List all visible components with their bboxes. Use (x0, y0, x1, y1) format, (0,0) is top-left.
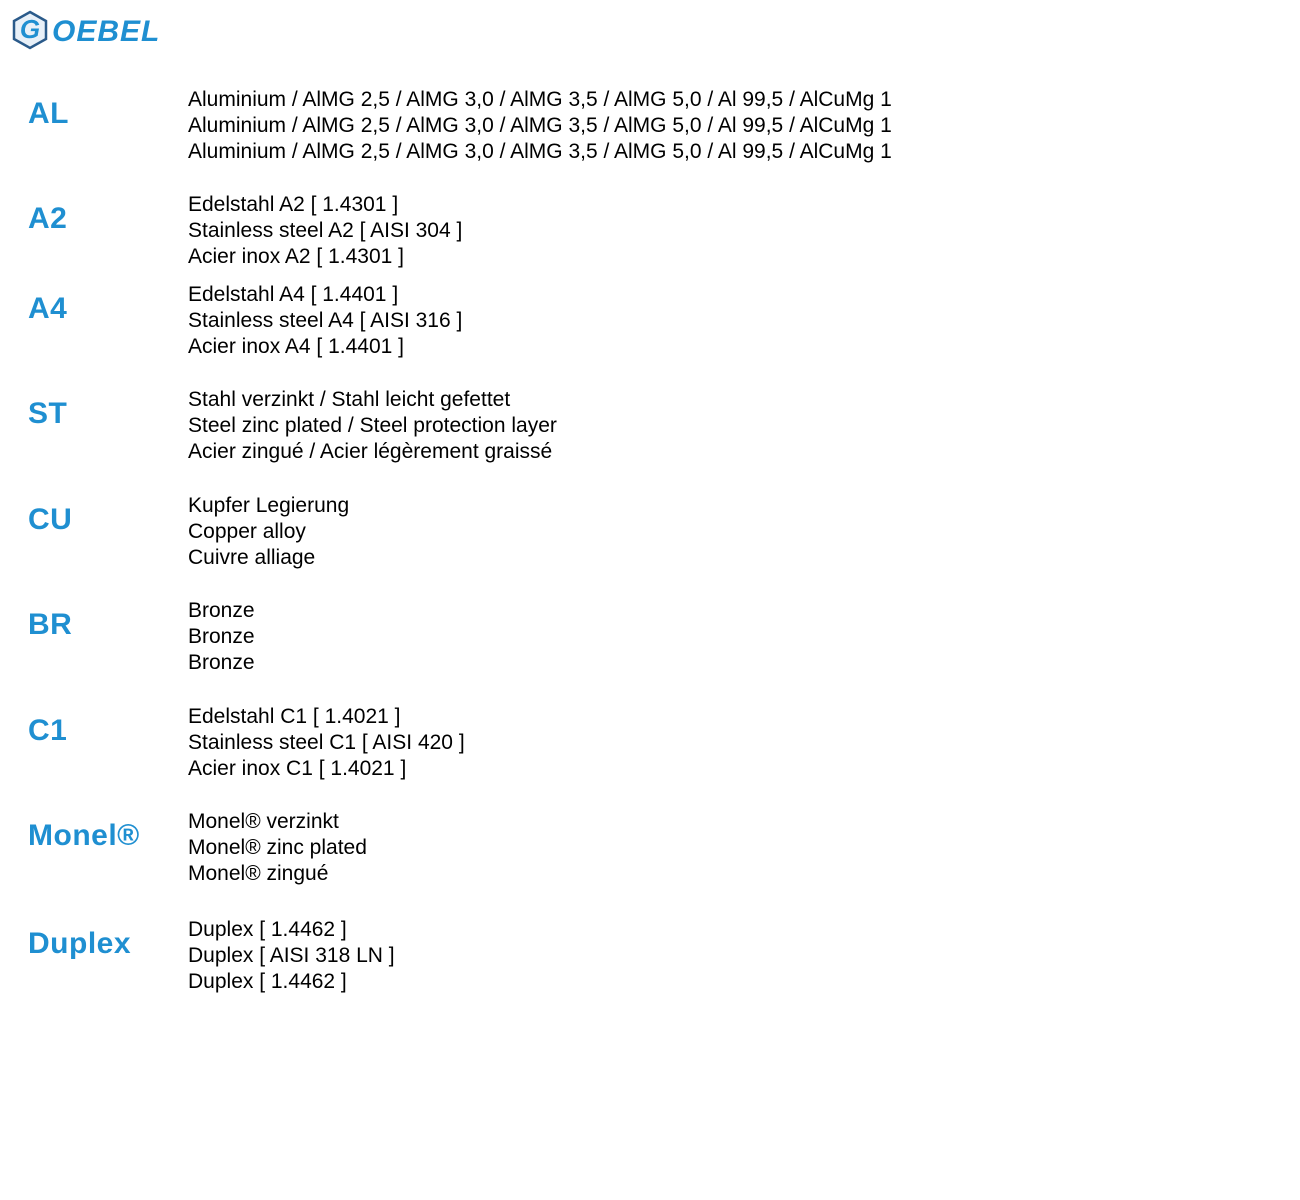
material-desc: Stahl verzinkt / Stahl leicht gefettet S… (188, 387, 1300, 464)
desc-line: Duplex [ 1.4462 ] (188, 917, 1300, 943)
desc-line: Edelstahl A4 [ 1.4401 ] (188, 282, 1300, 308)
material-row-cu: CU Kupfer Legierung Copper alloy Cuivre … (28, 493, 1300, 570)
materials-table: AL Aluminium / AlMG 2,5 / AlMG 3,0 / AlM… (0, 57, 1300, 994)
desc-line: Edelstahl C1 [ 1.4021 ] (188, 704, 1300, 730)
desc-line: Cuivre alliage (188, 545, 1300, 571)
desc-line: Aluminium / AlMG 2,5 / AlMG 3,0 / AlMG 3… (188, 87, 1300, 113)
svg-text:OEBEL: OEBEL (52, 15, 160, 48)
svg-text:G: G (20, 14, 40, 44)
material-desc: Duplex [ 1.4462 ] Duplex [ AISI 318 LN ]… (188, 917, 1300, 994)
desc-line: Steel zinc plated / Steel protection lay… (188, 413, 1300, 439)
desc-line: Copper alloy (188, 519, 1300, 545)
material-desc: Aluminium / AlMG 2,5 / AlMG 3,0 / AlMG 3… (188, 87, 1300, 164)
desc-line: Acier zingué / Acier légèrement graissé (188, 439, 1300, 465)
material-desc: Bronze Bronze Bronze (188, 598, 1300, 675)
material-code: C1 (28, 704, 188, 748)
material-desc: Edelstahl A2 [ 1.4301 ] Stainless steel … (188, 192, 1300, 269)
material-row-duplex: Duplex Duplex [ 1.4462 ] Duplex [ AISI 3… (28, 917, 1300, 994)
material-code: AL (28, 87, 188, 131)
desc-line: Edelstahl A2 [ 1.4301 ] (188, 192, 1300, 218)
desc-line: Stainless steel C1 [ AISI 420 ] (188, 730, 1300, 756)
material-row-br: BR Bronze Bronze Bronze (28, 598, 1300, 675)
desc-line: Bronze (188, 598, 1300, 624)
desc-line: Bronze (188, 650, 1300, 676)
material-desc: Edelstahl C1 [ 1.4021 ] Stainless steel … (188, 704, 1300, 781)
desc-line: Acier inox C1 [ 1.4021 ] (188, 756, 1300, 782)
material-row-st: ST Stahl verzinkt / Stahl leicht gefette… (28, 387, 1300, 464)
material-code: ST (28, 387, 188, 431)
desc-line: Aluminium / AlMG 2,5 / AlMG 3,0 / AlMG 3… (188, 113, 1300, 139)
desc-line: Bronze (188, 624, 1300, 650)
material-desc: Monel® verzinkt Monel® zinc plated Monel… (188, 809, 1300, 886)
material-code: BR (28, 598, 188, 642)
material-desc: Kupfer Legierung Copper alloy Cuivre all… (188, 493, 1300, 570)
material-row-c1: C1 Edelstahl C1 [ 1.4021 ] Stainless ste… (28, 704, 1300, 781)
desc-line: Stainless steel A2 [ AISI 304 ] (188, 218, 1300, 244)
desc-line: Monel® verzinkt (188, 809, 1300, 835)
desc-line: Monel® zingué (188, 861, 1300, 887)
desc-line: Stainless steel A4 [ AISI 316 ] (188, 308, 1300, 334)
material-row-a2: A2 Edelstahl A2 [ 1.4301 ] Stainless ste… (28, 192, 1300, 269)
material-row-a4: A4 Edelstahl A4 [ 1.4401 ] Stainless ste… (28, 282, 1300, 359)
desc-line: Kupfer Legierung (188, 493, 1300, 519)
desc-line: Acier inox A4 [ 1.4401 ] (188, 334, 1300, 360)
material-code: A2 (28, 192, 188, 236)
desc-line: Acier inox A2 [ 1.4301 ] (188, 244, 1300, 270)
desc-line: Monel® zinc plated (188, 835, 1300, 861)
material-code: Monel® (28, 809, 188, 853)
logo-container: G OEBEL (0, 0, 1300, 57)
desc-line: Duplex [ 1.4462 ] (188, 969, 1300, 995)
material-row-monel: Monel® Monel® verzinkt Monel® zinc plate… (28, 809, 1300, 886)
material-code: A4 (28, 282, 188, 326)
material-code: CU (28, 493, 188, 537)
desc-line: Aluminium / AlMG 2,5 / AlMG 3,0 / AlMG 3… (188, 139, 1300, 165)
material-code: Duplex (28, 917, 188, 961)
material-row-al: AL Aluminium / AlMG 2,5 / AlMG 3,0 / AlM… (28, 87, 1300, 164)
desc-line: Stahl verzinkt / Stahl leicht gefettet (188, 387, 1300, 413)
desc-line: Duplex [ AISI 318 LN ] (188, 943, 1300, 969)
goebel-logo: G OEBEL (8, 8, 208, 52)
material-desc: Edelstahl A4 [ 1.4401 ] Stainless steel … (188, 282, 1300, 359)
